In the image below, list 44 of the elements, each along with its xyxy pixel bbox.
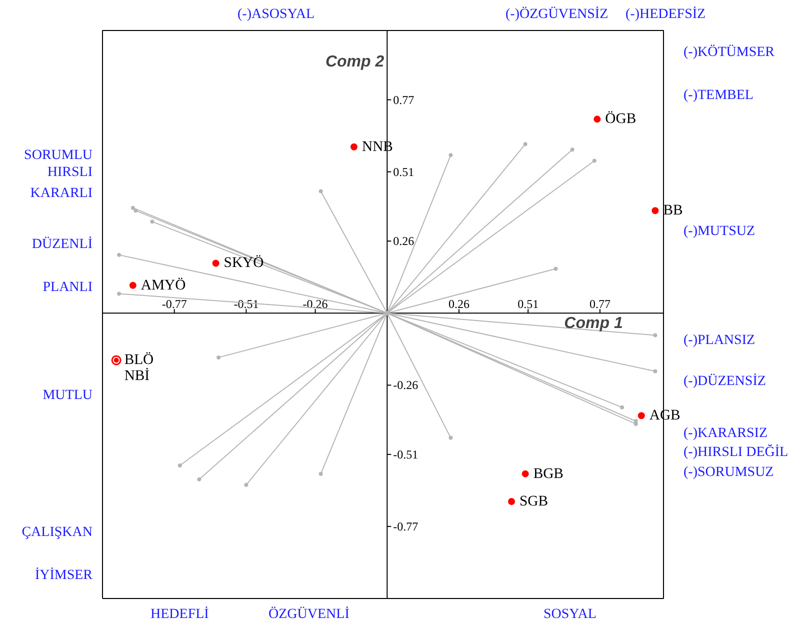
- series-label: ÖGB: [605, 111, 636, 128]
- text: ÖZGÜVENLİ: [268, 606, 350, 622]
- text: (-)ASOSYAL: [238, 7, 314, 22]
- text: KARARLI: [30, 186, 93, 201]
- text: HEDEFLİ: [150, 606, 210, 622]
- text: (-)HEDEFSİZ: [626, 6, 706, 22]
- y-tick-label: 0.77: [393, 92, 414, 107]
- text: ÇALIŞKAN: [22, 525, 92, 540]
- text: İYİMSER: [34, 567, 94, 583]
- text: HIRSLI: [47, 165, 93, 180]
- text: SORUMLU: [24, 148, 93, 163]
- y-tick-label: 0.51: [393, 164, 414, 179]
- text: (-)TEMBEL: [684, 88, 754, 103]
- text: (-)ÖZGÜVENSİZ: [506, 6, 608, 22]
- x-tick-label: -0.77: [162, 297, 187, 312]
- x-axis-title: Comp 1: [564, 315, 623, 332]
- x-tick-label: 0.26: [448, 297, 470, 312]
- text: MUTLU: [42, 388, 93, 403]
- series-label: BLÖ: [124, 352, 154, 368]
- series-label: SGB: [520, 494, 548, 510]
- x-tick-label: 0.51: [518, 297, 539, 312]
- x-tick-label: -0.51: [234, 297, 259, 312]
- y-tick-label: -0.77: [393, 519, 418, 534]
- series-label: NBİ: [124, 367, 150, 384]
- x-tick-label: 0.77: [589, 297, 610, 312]
- text: (-)KÖTÜMSER: [684, 44, 776, 60]
- x-tick-label: -0.26: [302, 297, 328, 312]
- text: PLANLI: [42, 280, 93, 295]
- text: (-)PLANSIZ: [684, 333, 756, 348]
- y-tick-label: -0.51: [393, 447, 418, 462]
- text: (-)DÜZENSİZ: [684, 373, 766, 389]
- series-label: SKYÖ: [224, 255, 264, 272]
- text: SOSYAL: [544, 607, 596, 622]
- y-axis-title: Comp 2: [325, 54, 384, 70]
- series-label: BB: [663, 202, 683, 219]
- y-tick-label: -0.26: [393, 378, 418, 392]
- text: (-)HIRSLI DEĞİL: [684, 444, 788, 460]
- text: (-)SORUMSUZ: [684, 465, 774, 480]
- y-tick-label: 0.26: [393, 234, 414, 248]
- series-label: AMYÖ: [140, 277, 186, 294]
- series-label: BGB: [533, 466, 564, 482]
- text: (-)MUTSUZ: [684, 224, 756, 239]
- text: (-)KARARSIZ: [684, 426, 768, 441]
- text: DÜZENLİ: [32, 236, 93, 252]
